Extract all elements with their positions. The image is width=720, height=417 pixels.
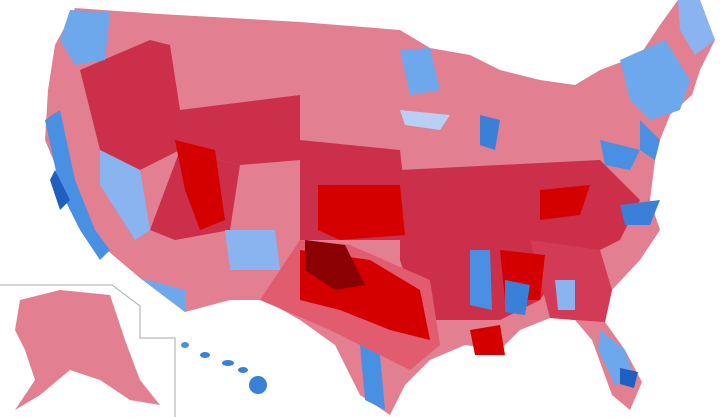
region-blue: [400, 48, 440, 95]
region-dark-blue: [620, 368, 638, 388]
region-bright-red: [540, 185, 590, 220]
hawaii-island: [200, 352, 210, 358]
region-blue: [60, 10, 110, 65]
region-blue: [620, 200, 660, 225]
region-red: [80, 40, 300, 170]
region-light-blue: [100, 150, 150, 240]
region-blue: [480, 115, 500, 150]
region-light-blue: [678, 0, 715, 55]
hawaii-island: [238, 367, 248, 373]
hawaii-island: [222, 360, 234, 366]
region-light-blue: [225, 230, 280, 270]
region-blue: [640, 120, 660, 160]
region-bright-red: [175, 140, 225, 230]
region-blue: [600, 140, 640, 170]
region-light-blue: [555, 280, 575, 310]
region-blue: [620, 40, 690, 120]
region-blue: [505, 280, 530, 315]
hawaii-island: [181, 342, 189, 348]
region-blue: [360, 345, 385, 410]
region-bright-red: [318, 185, 405, 240]
region-blue: [470, 250, 492, 310]
hawaii-island: [249, 376, 267, 394]
inset-border: [0, 284, 176, 417]
region-blue: [45, 110, 110, 260]
region-blue: [140, 278, 185, 312]
region-dark-red: [305, 240, 365, 290]
region-bright-red: [470, 325, 505, 355]
region-light-blue: [400, 110, 450, 130]
region-dark-blue: [50, 170, 70, 210]
alaska: [15, 290, 160, 410]
